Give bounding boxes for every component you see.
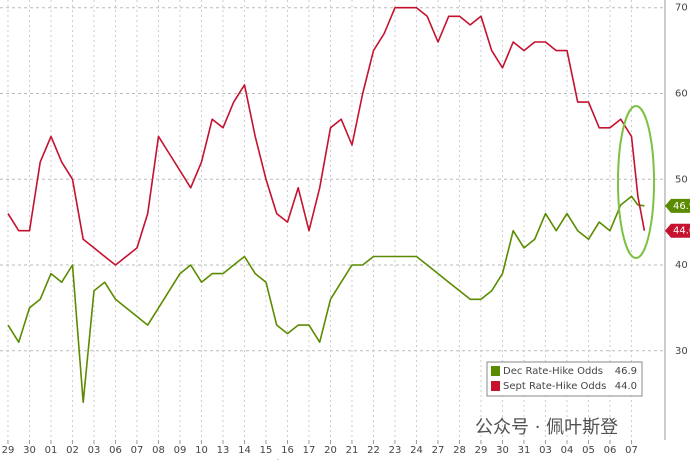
y-tick-label: 70: [675, 3, 688, 14]
x-tick-label: 23: [389, 445, 402, 456]
x-tick-label: 07: [625, 445, 638, 456]
x-tick-label: 29: [475, 445, 488, 456]
legend-value: 44.0: [615, 381, 637, 392]
x-tick-label: 31: [518, 445, 531, 456]
x-tick-label: 01: [45, 445, 58, 456]
x-tick-label: 09: [174, 445, 187, 456]
lines: [7, 6, 646, 404]
x-tick-label: 05: [582, 445, 595, 456]
x-tick-label: 24: [410, 445, 423, 456]
x-tick-label: 03: [539, 445, 552, 456]
legend-box: [486, 361, 643, 397]
grid: [0, 0, 666, 444]
x-tick-label: 20: [324, 445, 337, 456]
legend-label: Sept Rate-Hike Odds: [503, 381, 606, 392]
x-tick-label: 06: [604, 445, 617, 456]
x-tick-label: 29: [2, 445, 15, 456]
x-tick-label: 03: [88, 445, 101, 456]
legend-value: 46.9: [615, 366, 637, 377]
x-tick-label: 14: [238, 445, 251, 456]
x-tick-label: 06: [109, 445, 122, 456]
x-tick-label: 13: [217, 445, 230, 456]
x-tick-label: 15: [260, 445, 273, 456]
legend-swatch: [491, 381, 500, 391]
x-tick-label: 16: [281, 445, 294, 456]
x-tick-label: 21: [346, 445, 359, 456]
legend-label: Dec Rate-Hike Odds: [503, 366, 603, 377]
series-line: [7, 6, 646, 266]
x-tick-label: 30: [23, 445, 36, 456]
y-tick-label: 60: [675, 88, 688, 99]
highlight-ellipse: [617, 105, 655, 259]
x-tick-label: 17: [303, 445, 316, 456]
x-tick-label: 28: [453, 445, 466, 456]
legend-swatch: [491, 366, 500, 376]
value-tag: [665, 223, 690, 238]
series-line: [7, 195, 645, 404]
x-tick-label: 08: [152, 445, 165, 456]
y-tick-label: 50: [675, 174, 688, 185]
value-tag: [665, 198, 690, 213]
watermark: 公众号 · 佩叶斯登: [475, 417, 618, 438]
value-tag-label: 46.9: [673, 201, 690, 212]
x-tick-label: 07: [131, 445, 144, 456]
y-tick-label: 40: [675, 260, 688, 271]
x-tick-label: 22: [367, 445, 380, 456]
y-tick-label: 30: [675, 346, 688, 357]
x-tick-label: 02: [66, 445, 79, 456]
x-tick-label: 27: [432, 445, 445, 456]
value-tag-label: 44.0: [673, 226, 690, 237]
x-tick-label: 04: [561, 445, 574, 456]
x-tick-label: 30: [496, 445, 509, 456]
x-tick-label: 10: [195, 445, 208, 456]
